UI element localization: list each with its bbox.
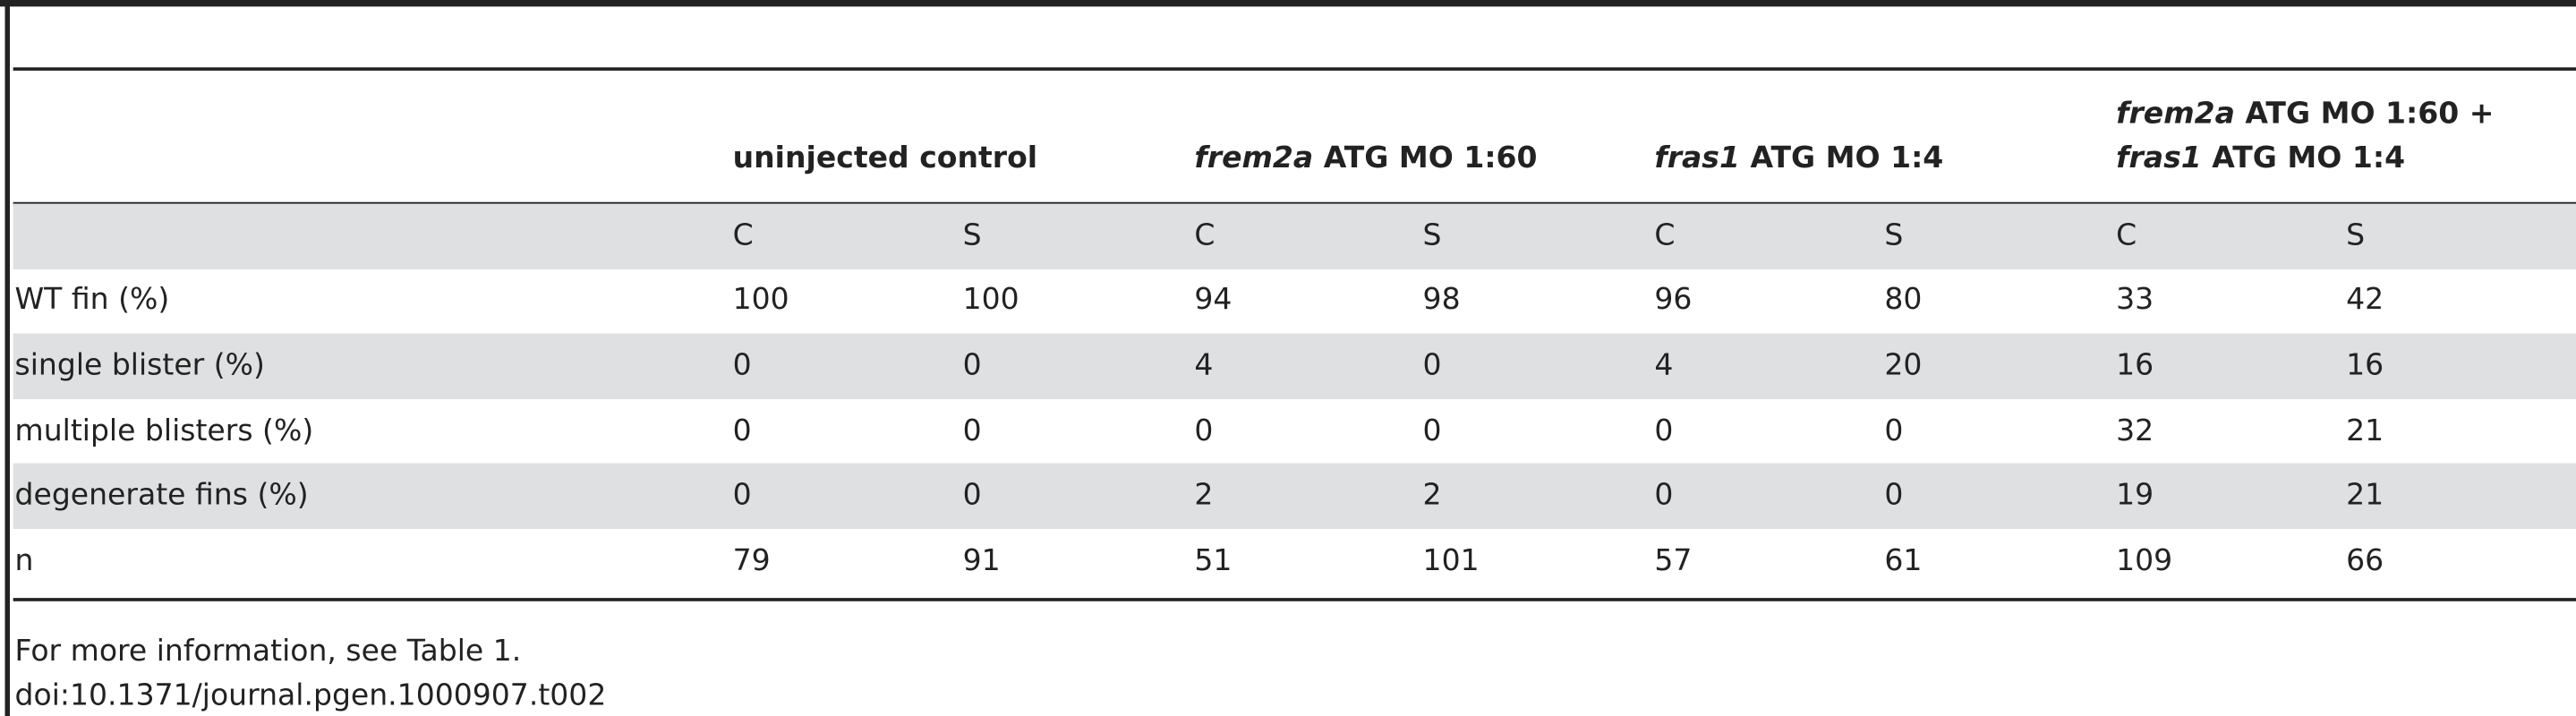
cell: 94	[1194, 283, 1233, 318]
cell: 42	[2346, 283, 2384, 318]
cell: 100	[962, 283, 1019, 318]
subheader-cell: C	[732, 217, 754, 253]
subheader-cell: C	[1654, 217, 1676, 253]
subheader-cell: C	[2116, 217, 2137, 253]
cell: 0	[1654, 413, 1674, 448]
cell: 0	[1884, 413, 1904, 448]
doi: doi:10.1371/journal.pgen.1000907.t002	[14, 678, 607, 713]
row-label: single blister (%)	[14, 348, 265, 383]
group-header: uninjected control	[733, 144, 1037, 175]
cell: 0	[962, 478, 982, 514]
group-header: frem2a ATG MO 1:60	[1194, 144, 1537, 175]
left-border	[4, 0, 11, 716]
group-header: fras1 ATG MO 1:4	[1654, 144, 1943, 175]
row-shade	[13, 203, 2576, 269]
header-part: ATG MO 1:60 +	[2234, 97, 2495, 132]
cell: 80	[1884, 283, 1923, 318]
table-bottom-rule	[13, 598, 2576, 601]
top-bar	[0, 0, 2576, 7]
header-part: ATG MO 1:60	[1313, 141, 1538, 176]
cell: 21	[2346, 478, 2384, 514]
row-label: multiple blisters (%)	[14, 413, 314, 448]
cell: 16	[2346, 348, 2384, 383]
header-part: frem2a	[2116, 97, 2235, 132]
group-header: frem2a ATG MO 1:60 +	[2116, 97, 2495, 132]
cell: 33	[2116, 283, 2154, 318]
header-part: ATG MO 1:4	[2201, 141, 2406, 176]
cell: 96	[1654, 283, 1693, 318]
header-part: fras1	[2116, 141, 2202, 176]
cell: 98	[1422, 283, 1461, 318]
header-rule	[13, 201, 2576, 205]
cell: 66	[2346, 543, 2384, 578]
cell: 21	[2346, 413, 2384, 448]
row-label: n	[14, 543, 34, 578]
cell: 20	[1884, 348, 1923, 383]
cell: 109	[2116, 543, 2173, 578]
cell: 0	[1422, 413, 1442, 448]
header-part: uninjected control	[732, 141, 1038, 176]
row-shade	[13, 464, 2576, 530]
cell: 4	[1654, 348, 1674, 383]
row-label: WT fin (%)	[14, 283, 170, 318]
cell: 91	[962, 543, 1001, 578]
cell: 0	[732, 478, 752, 514]
cell: 0	[962, 348, 982, 383]
row-label: degenerate fins (%)	[14, 478, 309, 514]
cell: 0	[732, 348, 752, 383]
cell: 2	[1194, 478, 1214, 514]
cell: 4	[1194, 348, 1214, 383]
cell: 0	[1422, 348, 1442, 383]
cell: 0	[732, 413, 752, 448]
cell: 32	[2116, 413, 2154, 448]
subheader-cell: S	[1884, 217, 1904, 253]
table-top-rule	[13, 67, 2576, 71]
cell: 61	[1884, 543, 1923, 578]
cell: 0	[1194, 413, 1214, 448]
group-header: fras1 ATG MO 1:4	[2116, 144, 2405, 175]
cell: 19	[2116, 478, 2154, 514]
cell: 101	[1422, 543, 1480, 578]
cell: 79	[732, 543, 771, 578]
subheader-cell: S	[2346, 217, 2366, 253]
subheader-cell: S	[1422, 217, 1442, 253]
footnote: For more information, see Table 1.	[14, 634, 522, 669]
cell: 0	[962, 413, 982, 448]
cell: 57	[1654, 543, 1693, 578]
header-part: fras1	[1654, 141, 1740, 176]
cell: 16	[2116, 348, 2154, 383]
header-part: ATG MO 1:4	[1739, 141, 1944, 176]
cell: 100	[732, 283, 789, 318]
cell: 0	[1654, 478, 1674, 514]
cell: 51	[1194, 543, 1233, 578]
cell: 0	[1884, 478, 1904, 514]
subheader-cell: S	[962, 217, 982, 253]
row-shade	[13, 333, 2576, 399]
subheader-cell: C	[1194, 217, 1215, 253]
cell: 2	[1422, 478, 1442, 514]
header-part: frem2a	[1194, 141, 1314, 176]
